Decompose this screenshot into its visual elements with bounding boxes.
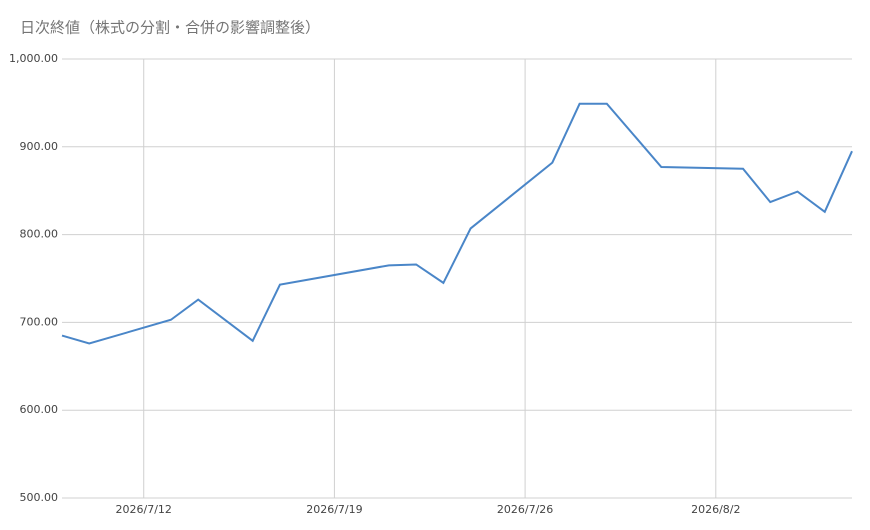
y-tick-label: 1,000.00 [9,52,58,65]
x-tick-label: 2026/7/12 [116,503,172,516]
x-tick-label: 2026/7/26 [497,503,553,516]
y-tick-label: 800.00 [20,228,59,241]
y-tick-label: 600.00 [20,403,59,416]
y-tick-label: 700.00 [20,315,59,328]
y-tick-label: 900.00 [20,140,59,153]
y-tick-label: 500.00 [20,491,59,504]
x-tick-label: 2026/8/2 [691,503,740,516]
chart-title: 日次終値（株式の分割・合併の影響調整後） [20,19,320,37]
line [61,102,853,345]
x-tick-label: 2026/7/19 [306,503,362,516]
